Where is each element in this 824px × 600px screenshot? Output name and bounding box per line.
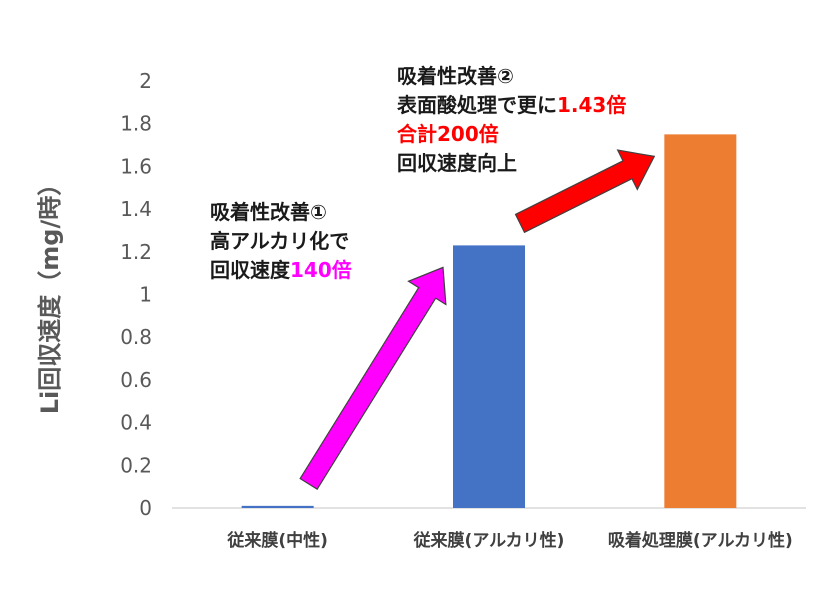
- annotation-improvement-2: 吸着性改善② 表面酸処理で更に1.43倍 合計200倍 回収速度向上: [397, 62, 626, 178]
- x-category-label: 従来膜(中性): [226, 530, 328, 551]
- y-tick-label: 0.6: [120, 368, 152, 392]
- annotation-highlight: 140倍: [290, 258, 352, 282]
- bar: [241, 505, 314, 508]
- y-tick-label: 0.2: [120, 453, 152, 477]
- annotation-highlight: 合計200倍: [397, 122, 499, 146]
- annotation-line: 合計200倍: [397, 120, 626, 149]
- annotation-arrows: [299, 149, 656, 490]
- annotation-line: 表面酸処理で更に1.43倍: [397, 91, 626, 120]
- bars: [241, 134, 737, 508]
- annotation-line: 吸着性改善②: [397, 64, 514, 88]
- annotation-line: 回収速度140倍: [210, 256, 352, 285]
- y-tick-label: 0: [139, 496, 152, 520]
- annotation-line: 吸着性改善①: [210, 200, 327, 224]
- y-axis-label: Li回収速度（mg/時）: [36, 172, 64, 414]
- y-tick-label: 0.4: [120, 411, 152, 435]
- x-category-label: 吸着処理膜(アルカリ性): [608, 530, 793, 551]
- annotation-text: 表面酸処理で更に: [397, 93, 557, 117]
- annotation-line: 回収速度向上: [397, 151, 517, 175]
- annotation-highlight: 1.43倍: [557, 93, 627, 117]
- annotation-arrow: [514, 149, 656, 234]
- y-tick-label: 1.2: [120, 240, 152, 264]
- bar: [664, 134, 737, 508]
- y-axis-ticks: 0 0.2 0.4 0.6 0.8 1 1.2 1.4 1.6 1.8 2: [120, 69, 152, 520]
- annotation-improvement-1: 吸着性改善① 高アルカリ化で 回収速度140倍: [210, 198, 352, 285]
- y-tick-label: 2: [139, 69, 152, 93]
- y-tick-label: 1.6: [120, 154, 152, 178]
- x-axis-categories: 従来膜(中性) 従来膜(アルカリ性) 吸着処理膜(アルカリ性): [226, 530, 792, 551]
- x-category-label: 従来膜(アルカリ性): [413, 530, 565, 551]
- annotation-line: 高アルカリ化で: [210, 229, 350, 253]
- y-tick-label: 1.8: [120, 112, 152, 136]
- annotation-text: 回収速度: [210, 258, 290, 282]
- annotation-arrow: [299, 266, 447, 490]
- bar: [453, 245, 525, 508]
- y-tick-label: 1: [139, 283, 152, 307]
- y-tick-label: 0.8: [120, 325, 152, 349]
- y-tick-label: 1.4: [120, 197, 152, 221]
